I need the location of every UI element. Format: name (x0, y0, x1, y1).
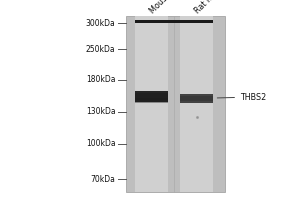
Text: 250kDa: 250kDa (86, 45, 116, 53)
Bar (135, 98, 168, 103)
Text: Rat heart: Rat heart (194, 0, 226, 15)
Bar (135, 93, 168, 100)
Bar (180, 94, 213, 102)
Bar (135, 16, 168, 192)
Text: 70kDa: 70kDa (91, 174, 116, 184)
Text: THBS2: THBS2 (217, 92, 266, 102)
Text: Mouse heart: Mouse heart (148, 0, 190, 15)
Text: 130kDa: 130kDa (86, 108, 116, 116)
Bar (135, 20, 213, 23)
Text: 100kDa: 100kDa (86, 140, 116, 148)
Text: 300kDa: 300kDa (86, 19, 116, 27)
Text: 180kDa: 180kDa (86, 75, 116, 84)
Bar (180, 96, 213, 101)
Bar (126, 16, 225, 192)
Bar (180, 16, 213, 192)
Bar (135, 90, 168, 102)
